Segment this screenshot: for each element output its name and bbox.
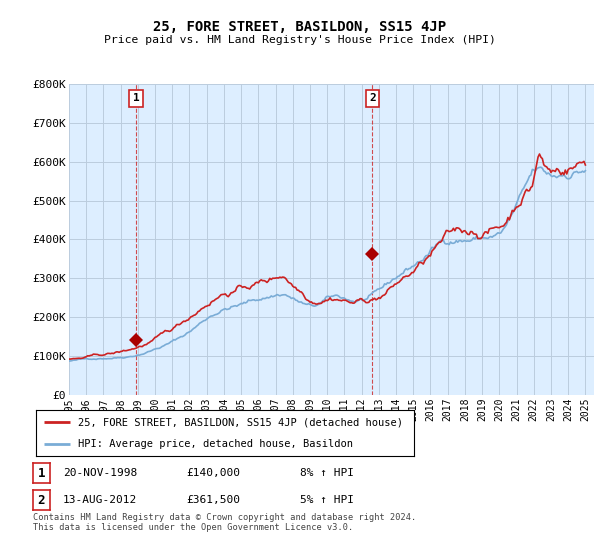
- Text: 8% ↑ HPI: 8% ↑ HPI: [300, 468, 354, 478]
- Text: 2: 2: [369, 94, 376, 104]
- Text: 25, FORE STREET, BASILDON, SS15 4JP (detached house): 25, FORE STREET, BASILDON, SS15 4JP (det…: [77, 417, 403, 427]
- Text: Contains HM Land Registry data © Crown copyright and database right 2024.
This d: Contains HM Land Registry data © Crown c…: [33, 513, 416, 533]
- Text: 1: 1: [133, 94, 139, 104]
- Text: HPI: Average price, detached house, Basildon: HPI: Average price, detached house, Basi…: [77, 439, 353, 449]
- Text: 20-NOV-1998: 20-NOV-1998: [63, 468, 137, 478]
- Text: 25, FORE STREET, BASILDON, SS15 4JP: 25, FORE STREET, BASILDON, SS15 4JP: [154, 20, 446, 34]
- Text: £361,500: £361,500: [186, 495, 240, 505]
- Text: 1: 1: [38, 466, 45, 480]
- Text: 5% ↑ HPI: 5% ↑ HPI: [300, 495, 354, 505]
- Text: £140,000: £140,000: [186, 468, 240, 478]
- Text: Price paid vs. HM Land Registry's House Price Index (HPI): Price paid vs. HM Land Registry's House …: [104, 35, 496, 45]
- Text: 13-AUG-2012: 13-AUG-2012: [63, 495, 137, 505]
- Text: 2: 2: [38, 493, 45, 507]
